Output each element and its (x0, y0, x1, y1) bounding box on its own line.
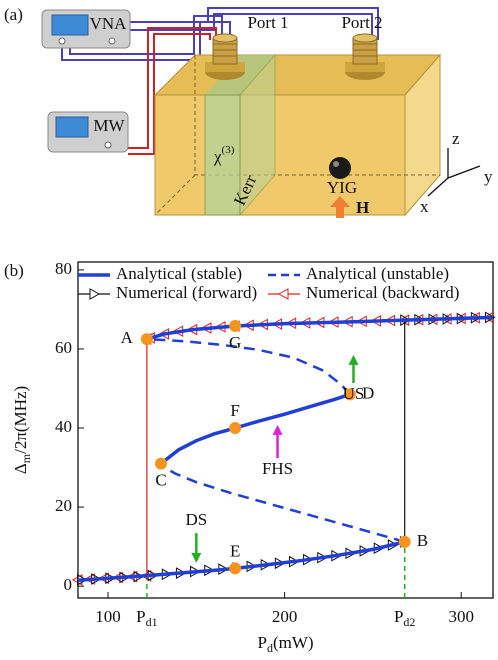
yig-label: YIG (327, 178, 357, 197)
axis-y: y (484, 167, 493, 186)
vna-label: VNA (90, 14, 128, 33)
screen (52, 15, 88, 35)
panel-a: (a) VNA MW (4, 5, 493, 218)
legend-label: Analytical (unstable) (306, 264, 449, 283)
annotation-label: DS (185, 510, 207, 529)
panel-label: (b) (4, 261, 24, 280)
state-point (229, 562, 241, 574)
threshold-label-main: P (394, 607, 403, 626)
x-tick-label: 100 (95, 607, 121, 626)
box-top (155, 55, 440, 95)
state-point (141, 333, 153, 345)
plot-frame (78, 262, 493, 598)
threshold-label: Pd1 (136, 607, 157, 629)
arrow-head (273, 425, 283, 435)
threshold-label-sub: d1 (146, 615, 158, 629)
screen (56, 117, 88, 137)
port (105, 142, 111, 148)
port (109, 38, 115, 44)
legend-marker (90, 289, 99, 299)
mw-label: MW (93, 116, 125, 135)
panel-label: (a) (4, 5, 23, 24)
thread (353, 34, 377, 42)
state-point (229, 422, 241, 434)
x-tick-label: 300 (448, 607, 474, 626)
annotation-label: US (343, 384, 365, 403)
point-label: B (417, 531, 428, 550)
point-label: G (229, 333, 241, 352)
legend-label: Analytical (stable) (116, 264, 242, 283)
x-axis-title: Pd(mW) (257, 633, 313, 655)
port-label: Port 1 (247, 13, 288, 32)
x-axis-title-main: P (257, 633, 266, 652)
annotation-label: FHS (262, 459, 293, 478)
yig-sphere (329, 157, 351, 179)
y-tick-label: 60 (55, 338, 72, 357)
point-label: E (230, 541, 240, 560)
state-point (155, 458, 167, 470)
thread (213, 34, 237, 42)
legend-label: Numerical (forward) (116, 283, 257, 302)
x-tick-label: 200 (272, 607, 298, 626)
legend-label: Numerical (backward) (306, 283, 459, 302)
point-label: A (121, 328, 134, 347)
point-label: F (230, 401, 239, 420)
highlight (333, 161, 339, 167)
point-label: C (155, 471, 166, 490)
y-axis-title-rest: /2π(MHz) (11, 386, 30, 454)
arrow-head (348, 355, 358, 365)
y-axis-title: Δm/2π(MHz) (11, 386, 33, 474)
y-tick-label: 80 (55, 259, 72, 278)
field-label: H (356, 198, 369, 217)
axis-z: z (452, 129, 460, 148)
threshold-label: Pd2 (394, 607, 415, 629)
y-tick-label: 0 (64, 575, 73, 594)
y-tick-label: 40 (55, 417, 72, 436)
threshold-label-sub: d2 (403, 615, 415, 629)
y-axis-title-main: Δ (11, 463, 30, 474)
port-label: Port 2 (341, 13, 382, 32)
state-point (229, 320, 241, 332)
arrow-head (191, 553, 201, 563)
y-tick-label: 20 (55, 496, 72, 515)
x-axis-title-rest: (mW) (273, 633, 314, 652)
figure: (a) VNA MW (0, 0, 498, 660)
chi-sup: (3) (222, 144, 235, 156)
state-point (399, 536, 411, 548)
port (59, 38, 65, 44)
threshold-label-main: P (136, 607, 145, 626)
legend-marker (279, 289, 288, 299)
axis-x: x (420, 197, 429, 216)
